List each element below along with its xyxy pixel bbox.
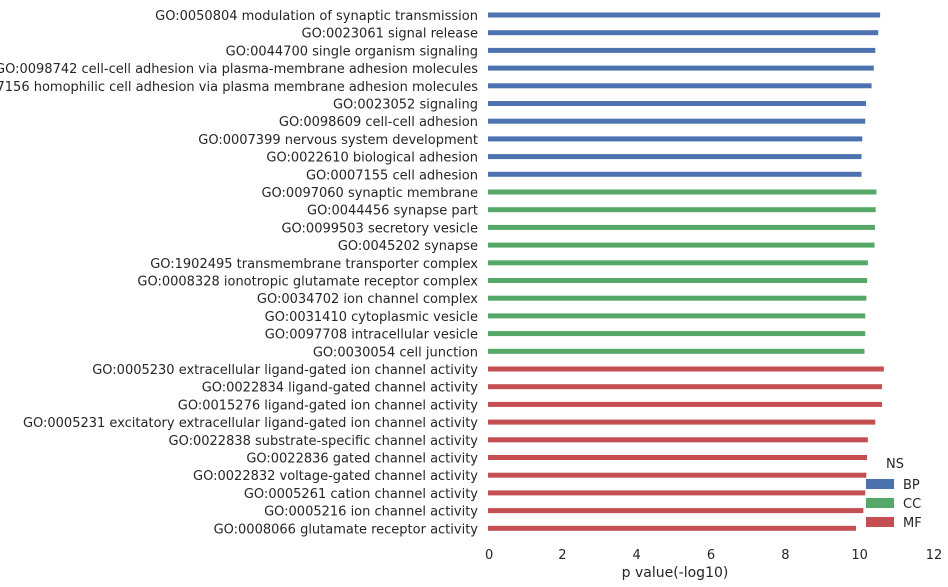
- bar-bp: [488, 118, 866, 124]
- bar-bp: [488, 101, 866, 106]
- category-label: GO:0022836 gated channel activity: [246, 452, 478, 467]
- bar-mf: [488, 472, 867, 478]
- bar-cc: [488, 242, 875, 248]
- category-label: GO:0007155 cell adhesion: [306, 168, 478, 183]
- bar-bp: [488, 30, 879, 36]
- category-label: GO:0022832 voltage-gated channel activit…: [193, 469, 478, 484]
- x-tick-label: 4: [633, 548, 641, 563]
- category-label: GO:0008066 glutamate receptor activity: [214, 522, 479, 537]
- bar-cc: [488, 295, 867, 301]
- x-tick-label: 2: [558, 548, 566, 563]
- category-label: GO:0098742 cell-cell adhesion via plasma…: [0, 62, 478, 77]
- category-label: GO:0005261 cation channel activity: [244, 487, 478, 502]
- category-label: GO:0023052 signaling: [333, 98, 478, 113]
- category-label: GO:0031410 cytoplasmic vesicle: [265, 310, 478, 325]
- legend-label-bp: BP: [903, 478, 920, 493]
- bar-bp: [488, 136, 863, 142]
- bar-mf: [488, 384, 882, 390]
- bar-cc: [488, 313, 866, 319]
- bar-cc: [488, 260, 868, 266]
- category-label: GO:0005216 ion channel activity: [264, 505, 478, 520]
- category-label: GO:0098609 cell-cell adhesion: [279, 115, 478, 130]
- category-label: GO:1902495 transmembrane transporter com…: [150, 257, 478, 272]
- bar-mf: [488, 525, 856, 531]
- bar-cc: [488, 224, 875, 230]
- x-axis-ticks: 0 2 4 6 8 10 12: [485, 548, 942, 563]
- bar-cc: [488, 189, 877, 195]
- bar-cc: [488, 331, 866, 337]
- bars: [488, 12, 884, 531]
- category-label: GO:0022838 substrate-specific channel ac…: [169, 434, 479, 449]
- legend-swatch-bp: [866, 479, 894, 489]
- bar-bp: [488, 171, 862, 177]
- category-labels: GO:0050804 modulation of synaptic transm…: [0, 9, 478, 537]
- x-tick-label: 10: [851, 548, 868, 563]
- category-label: GO:0044456 synapse part: [307, 204, 478, 219]
- bar-mf: [488, 508, 864, 514]
- category-label: GO:0005231 excitatory extracellular liga…: [23, 416, 478, 431]
- category-label: GO:0030054 cell junction: [313, 345, 478, 360]
- bar-mf: [488, 455, 868, 460]
- x-axis-label: p value(-log10): [622, 565, 729, 581]
- bar-cc: [488, 348, 865, 354]
- legend-swatch-cc: [866, 498, 894, 508]
- category-label: GO:0022834 ligand-gated channel activity: [202, 381, 479, 396]
- bar-mf: [488, 366, 884, 372]
- category-label: GO:0099503 secretory vesicle: [281, 221, 478, 236]
- bar-cc: [488, 207, 876, 213]
- legend: NS BP CC MF: [866, 457, 922, 531]
- legend-title: NS: [886, 457, 904, 472]
- category-label: GO:0097060 synaptic membrane: [261, 186, 478, 201]
- bar-cc: [488, 278, 868, 283]
- bar-bp: [488, 65, 874, 71]
- category-label: GO:0044700 single organism signaling: [226, 44, 478, 59]
- category-label: GO:0015276 ligand-gated ion channel acti…: [178, 398, 479, 413]
- x-tick-label: 12: [926, 548, 943, 563]
- x-tick-label: 6: [707, 548, 715, 563]
- category-label: GO:0007399 nervous system development: [198, 133, 478, 148]
- legend-label-mf: MF: [903, 516, 922, 531]
- category-label: GO:0022610 biological adhesion: [266, 151, 478, 166]
- category-label: GO:0034702 ion channel complex: [257, 292, 478, 307]
- legend-label-cc: CC: [903, 497, 921, 512]
- x-tick-label: 0: [485, 548, 493, 563]
- x-tick-label: 8: [781, 548, 789, 563]
- category-label: GO:0005230 extracellular ligand-gated io…: [92, 363, 478, 378]
- category-label: GO:0008328 ionotropic glutamate receptor…: [137, 275, 478, 290]
- category-label: GO:0007156 homophilic cell adhesion via …: [0, 80, 478, 95]
- bar-bp: [488, 47, 876, 53]
- bar-bp: [488, 12, 881, 18]
- legend-entries: BP CC MF: [866, 478, 922, 531]
- category-label: GO:0045202 synapse: [338, 239, 478, 254]
- bar-mf: [488, 490, 866, 496]
- category-label: GO:0050804 modulation of synaptic transm…: [155, 9, 478, 24]
- category-label: GO:0023061 signal release: [302, 27, 478, 42]
- bar-mf: [488, 401, 882, 407]
- bar-bp: [488, 83, 872, 89]
- bar-mf: [488, 437, 868, 443]
- category-label: GO:0097708 intracellular vesicle: [265, 328, 478, 343]
- legend-swatch-mf: [866, 517, 894, 527]
- bar-bp: [488, 154, 862, 160]
- bar-mf: [488, 419, 876, 425]
